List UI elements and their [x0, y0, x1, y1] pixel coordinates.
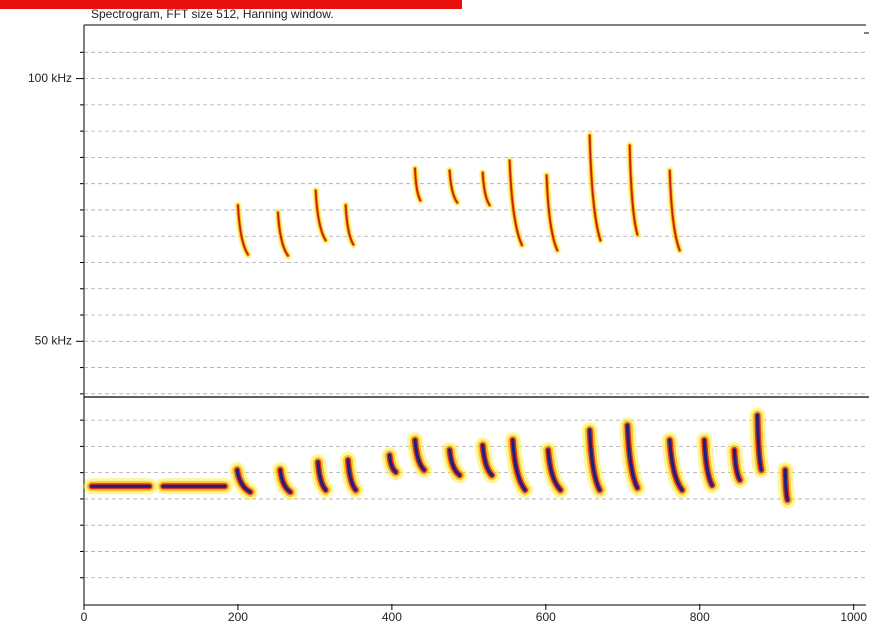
call [346, 458, 358, 492]
harmonic-call [628, 144, 639, 236]
x-tick-label: 200 [228, 610, 248, 624]
call [625, 423, 640, 490]
harmonic-call [414, 167, 422, 202]
call [316, 460, 328, 492]
harmonic-call [545, 174, 559, 252]
call [668, 438, 684, 492]
call [235, 468, 252, 494]
call [511, 438, 527, 492]
y-tick-label: 50 kHz [35, 333, 72, 347]
call [702, 438, 714, 487]
call [755, 413, 763, 472]
harmonic-call [481, 171, 491, 207]
x-tick-label: 400 [382, 610, 402, 624]
y-tick-label: 100 kHz [28, 71, 72, 85]
title-bar [0, 0, 462, 9]
harmonic-call [588, 134, 602, 242]
harmonic-call [237, 204, 249, 256]
harmonic-call [344, 204, 355, 246]
call [588, 428, 602, 492]
call [732, 448, 742, 482]
x-tick-label: 0 [81, 610, 88, 624]
x-tick-label: 600 [536, 610, 556, 624]
x-tick-label: 800 [690, 610, 710, 624]
harmonic-call [508, 159, 523, 247]
x-tick-label: 1000 [840, 610, 867, 624]
harmonic-call [277, 211, 289, 257]
call [546, 448, 563, 492]
harmonic-call [314, 189, 327, 242]
chart-title: Spectrogram, FFT size 512, Hanning windo… [91, 7, 334, 21]
call [387, 453, 398, 474]
harmonic-call [448, 169, 459, 204]
harmonic-call [668, 169, 681, 252]
call [481, 443, 494, 477]
call [413, 438, 426, 472]
call [448, 448, 462, 477]
call [278, 468, 292, 494]
call [783, 468, 790, 502]
